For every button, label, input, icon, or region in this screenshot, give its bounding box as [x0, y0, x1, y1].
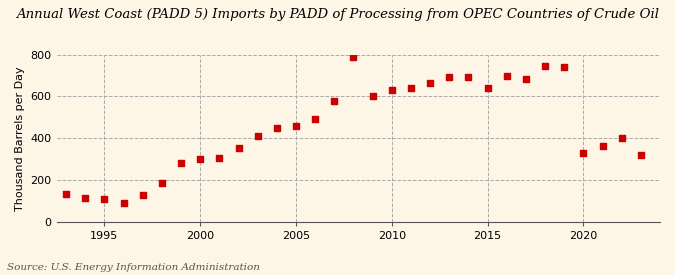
Point	[578, 151, 589, 155]
Text: Source: U.S. Energy Information Administration: Source: U.S. Energy Information Administ…	[7, 263, 260, 272]
Text: Annual West Coast (PADD 5) Imports by PADD of Processing from OPEC Countries of : Annual West Coast (PADD 5) Imports by PA…	[16, 8, 659, 21]
Point	[291, 123, 302, 128]
Point	[386, 88, 397, 92]
Point	[463, 75, 474, 79]
Point	[310, 117, 321, 122]
Point	[137, 192, 148, 197]
Point	[214, 156, 225, 160]
Point	[406, 86, 416, 90]
Y-axis label: Thousand Barrels per Day: Thousand Barrels per Day	[15, 66, 25, 211]
Point	[99, 197, 110, 201]
Point	[195, 157, 206, 161]
Point	[329, 98, 340, 103]
Point	[348, 55, 359, 59]
Point	[252, 134, 263, 138]
Point	[176, 161, 186, 166]
Point	[520, 76, 531, 81]
Point	[157, 181, 167, 185]
Point	[271, 126, 282, 130]
Point	[233, 145, 244, 150]
Point	[539, 64, 550, 68]
Point	[444, 75, 455, 79]
Point	[635, 153, 646, 157]
Point	[425, 81, 435, 85]
Point	[118, 201, 129, 205]
Point	[559, 65, 570, 70]
Point	[482, 86, 493, 90]
Point	[61, 191, 72, 196]
Point	[616, 136, 627, 141]
Point	[502, 73, 512, 78]
Point	[80, 196, 90, 200]
Point	[597, 143, 608, 148]
Point	[367, 94, 378, 99]
